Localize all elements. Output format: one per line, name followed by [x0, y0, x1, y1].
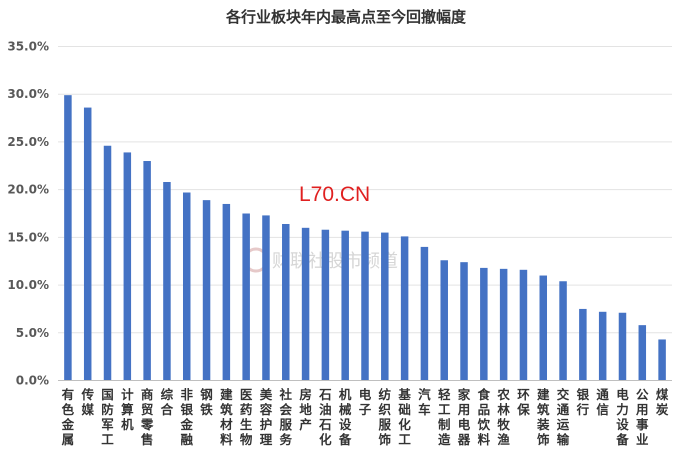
bar [618, 312, 627, 381]
chart-title: 各行业板块年内最高点至今回撤幅度 [225, 8, 467, 26]
bar [381, 232, 389, 381]
bar [301, 227, 310, 381]
x-tick-label: 非银金融 [179, 387, 193, 447]
x-tick-label: 综合 [161, 387, 174, 417]
bar [559, 281, 567, 381]
bar [163, 182, 171, 381]
y-tick-label: 25.0% [7, 135, 49, 149]
x-axis-ticks: 有色金属传媒国防军工计算机商贸零售综合非银金融钢铁建筑材料医药生物美容护理社会服… [61, 387, 669, 447]
bar [579, 308, 587, 381]
overlay-label: L70.CN [299, 183, 371, 206]
y-tick-label: 20.0% [7, 183, 49, 197]
bar [420, 246, 429, 381]
x-tick-label: 农林牧渔 [496, 387, 510, 447]
bar [222, 203, 231, 381]
x-tick-label: 国防军工 [101, 387, 114, 447]
y-tick-label: 15.0% [7, 230, 49, 244]
x-tick-label: 基础化工 [397, 387, 411, 447]
bar [202, 200, 211, 381]
watermark-text: 财联社股市频道 [272, 251, 398, 272]
x-tick-label: 建筑装饰 [536, 387, 550, 447]
bar [598, 311, 607, 381]
bar [123, 152, 132, 381]
bar [143, 161, 151, 381]
bar [103, 145, 112, 381]
bar [539, 275, 548, 381]
x-tick-label: 轻工制造 [438, 387, 451, 447]
bar [460, 262, 468, 381]
bar [440, 260, 448, 381]
x-tick-label: 银行 [576, 387, 590, 417]
y-tick-label: 10.0% [7, 278, 49, 292]
bar [341, 230, 349, 381]
x-tick-label: 传媒 [80, 387, 94, 417]
x-tick-label: 家用电器 [457, 387, 471, 447]
bars [64, 95, 666, 381]
bar [480, 267, 488, 381]
y-tick-label: 0.0% [16, 374, 49, 388]
x-tick-label: 有色金属 [61, 387, 75, 447]
bar [519, 269, 528, 381]
x-tick-label: 电子 [359, 387, 372, 417]
y-tick-label: 30.0% [7, 87, 49, 101]
x-tick-label: 社会服务 [279, 387, 293, 447]
x-tick-label: 医药生物 [240, 387, 253, 447]
bar [242, 213, 250, 381]
x-tick-label: 汽车 [418, 387, 431, 417]
x-tick-label: 房地产 [299, 387, 312, 432]
y-tick-label: 35.0% [7, 40, 49, 54]
x-tick-label: 钢铁 [200, 387, 213, 417]
x-tick-label: 机械设备 [338, 387, 352, 447]
bar [499, 268, 508, 381]
x-tick-label: 环保 [516, 387, 530, 417]
bar [658, 339, 666, 381]
x-tick-label: 通信 [596, 387, 609, 417]
x-tick-label: 电力设备 [615, 387, 629, 447]
x-tick-label: 食品饮料 [477, 387, 491, 447]
x-tick-label: 煤炭 [656, 387, 669, 417]
bar [638, 325, 647, 381]
bar [321, 229, 330, 381]
x-tick-label: 纺织服饰 [378, 387, 392, 447]
x-tick-label: 公用事业 [635, 387, 649, 447]
bar [400, 236, 409, 381]
bar [64, 95, 72, 381]
bar [361, 231, 369, 381]
x-tick-label: 交通运输 [557, 387, 570, 447]
y-axis-ticks: 0.0% 5.0% 10.0% 15.0% 20.0% 25.0% 30.0% 35.0% [7, 40, 49, 388]
x-tick-label: 石油石化 [318, 387, 332, 447]
x-tick-label: 建筑材料 [219, 387, 233, 447]
x-tick-label: 商贸零售 [140, 387, 154, 447]
bar [182, 192, 191, 381]
bar [262, 215, 270, 381]
bar [282, 223, 290, 381]
bar [83, 107, 92, 381]
x-tick-label: 计算机 [121, 387, 134, 432]
x-tick-label: 美容护理 [259, 387, 273, 447]
y-tick-label: 5.0% [16, 326, 49, 340]
